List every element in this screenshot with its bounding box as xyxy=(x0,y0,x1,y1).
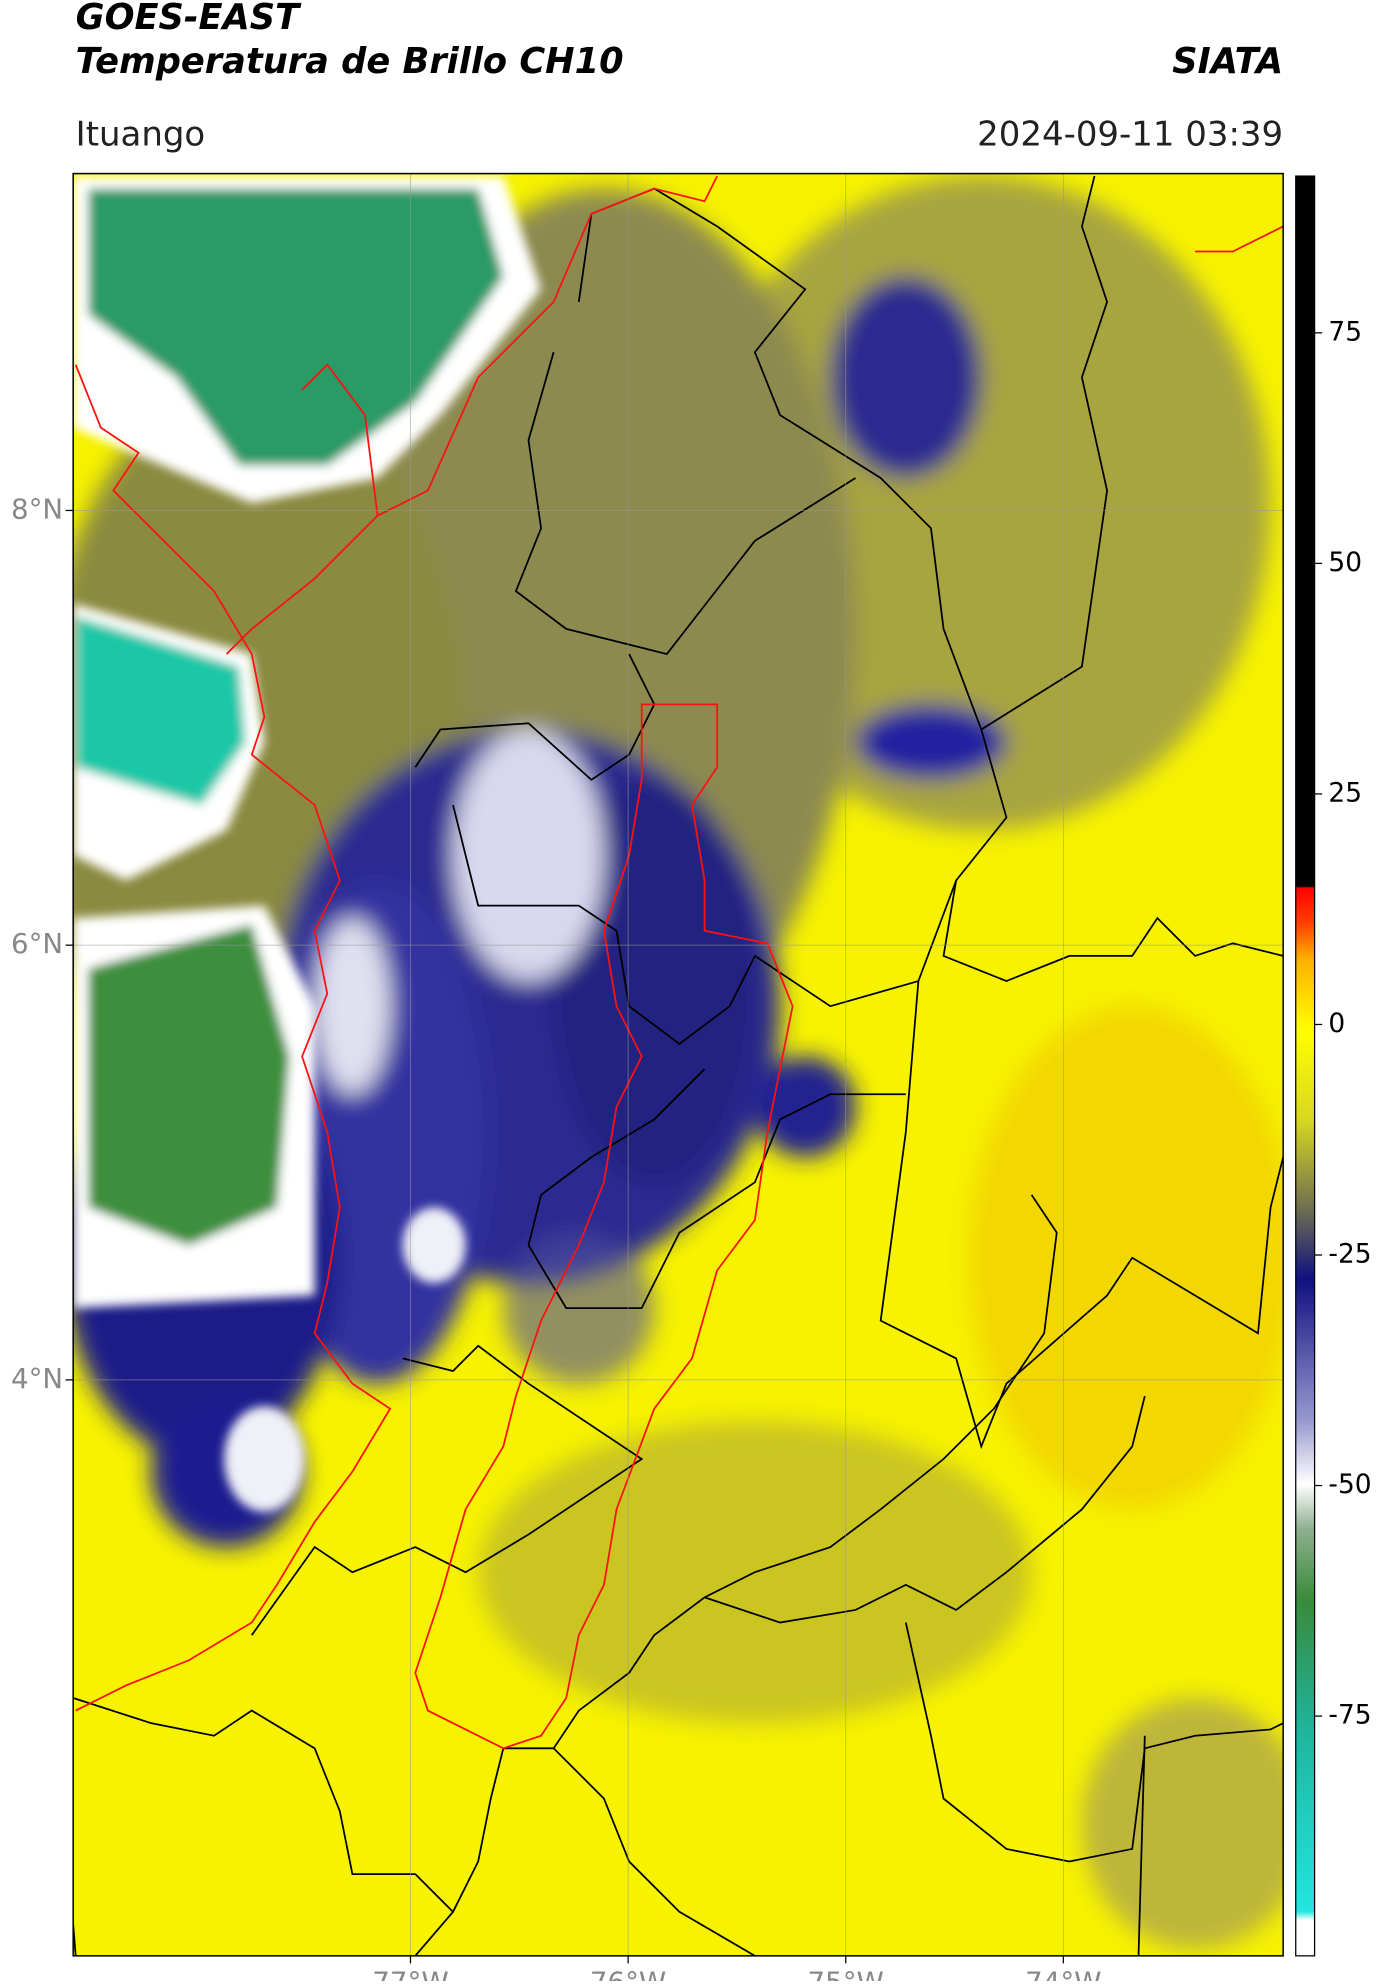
datetime: 2024-09-11 03:39 xyxy=(977,114,1283,154)
map-frame xyxy=(72,172,1284,1957)
colorbar-tick-label: 50 xyxy=(1328,547,1362,578)
y-tick-label: 8°N xyxy=(11,492,63,525)
satellite-image xyxy=(73,173,1284,1956)
y-tick-label: 6°N xyxy=(11,927,63,960)
colorbar-tick-label: 75 xyxy=(1328,316,1362,347)
colorbar-tick-label: -25 xyxy=(1328,1239,1371,1270)
colorbar xyxy=(1295,175,1316,1957)
colorbar-tick-label: -50 xyxy=(1328,1469,1371,1500)
coastline-region xyxy=(74,175,1284,1750)
x-tick-label: 74°W xyxy=(1025,1966,1101,1981)
subtitle: Temperatura de Brillo CH10 xyxy=(76,41,624,82)
colorbar-tick-label: 25 xyxy=(1328,777,1362,808)
colorbar-tick-label: 0 xyxy=(1328,1008,1345,1039)
organization: SIATA xyxy=(1172,41,1283,82)
colorbar-tick-label: -75 xyxy=(1328,1700,1371,1731)
x-tick-label: 75°W xyxy=(808,1966,884,1981)
x-tick-label: 77°W xyxy=(372,1966,448,1981)
title: GOES-EAST xyxy=(76,0,302,38)
grid xyxy=(73,173,1284,1956)
y-tick-label: 4°N xyxy=(11,1362,63,1395)
place: Ituango xyxy=(76,114,206,154)
x-tick-label: 76°W xyxy=(590,1966,666,1981)
